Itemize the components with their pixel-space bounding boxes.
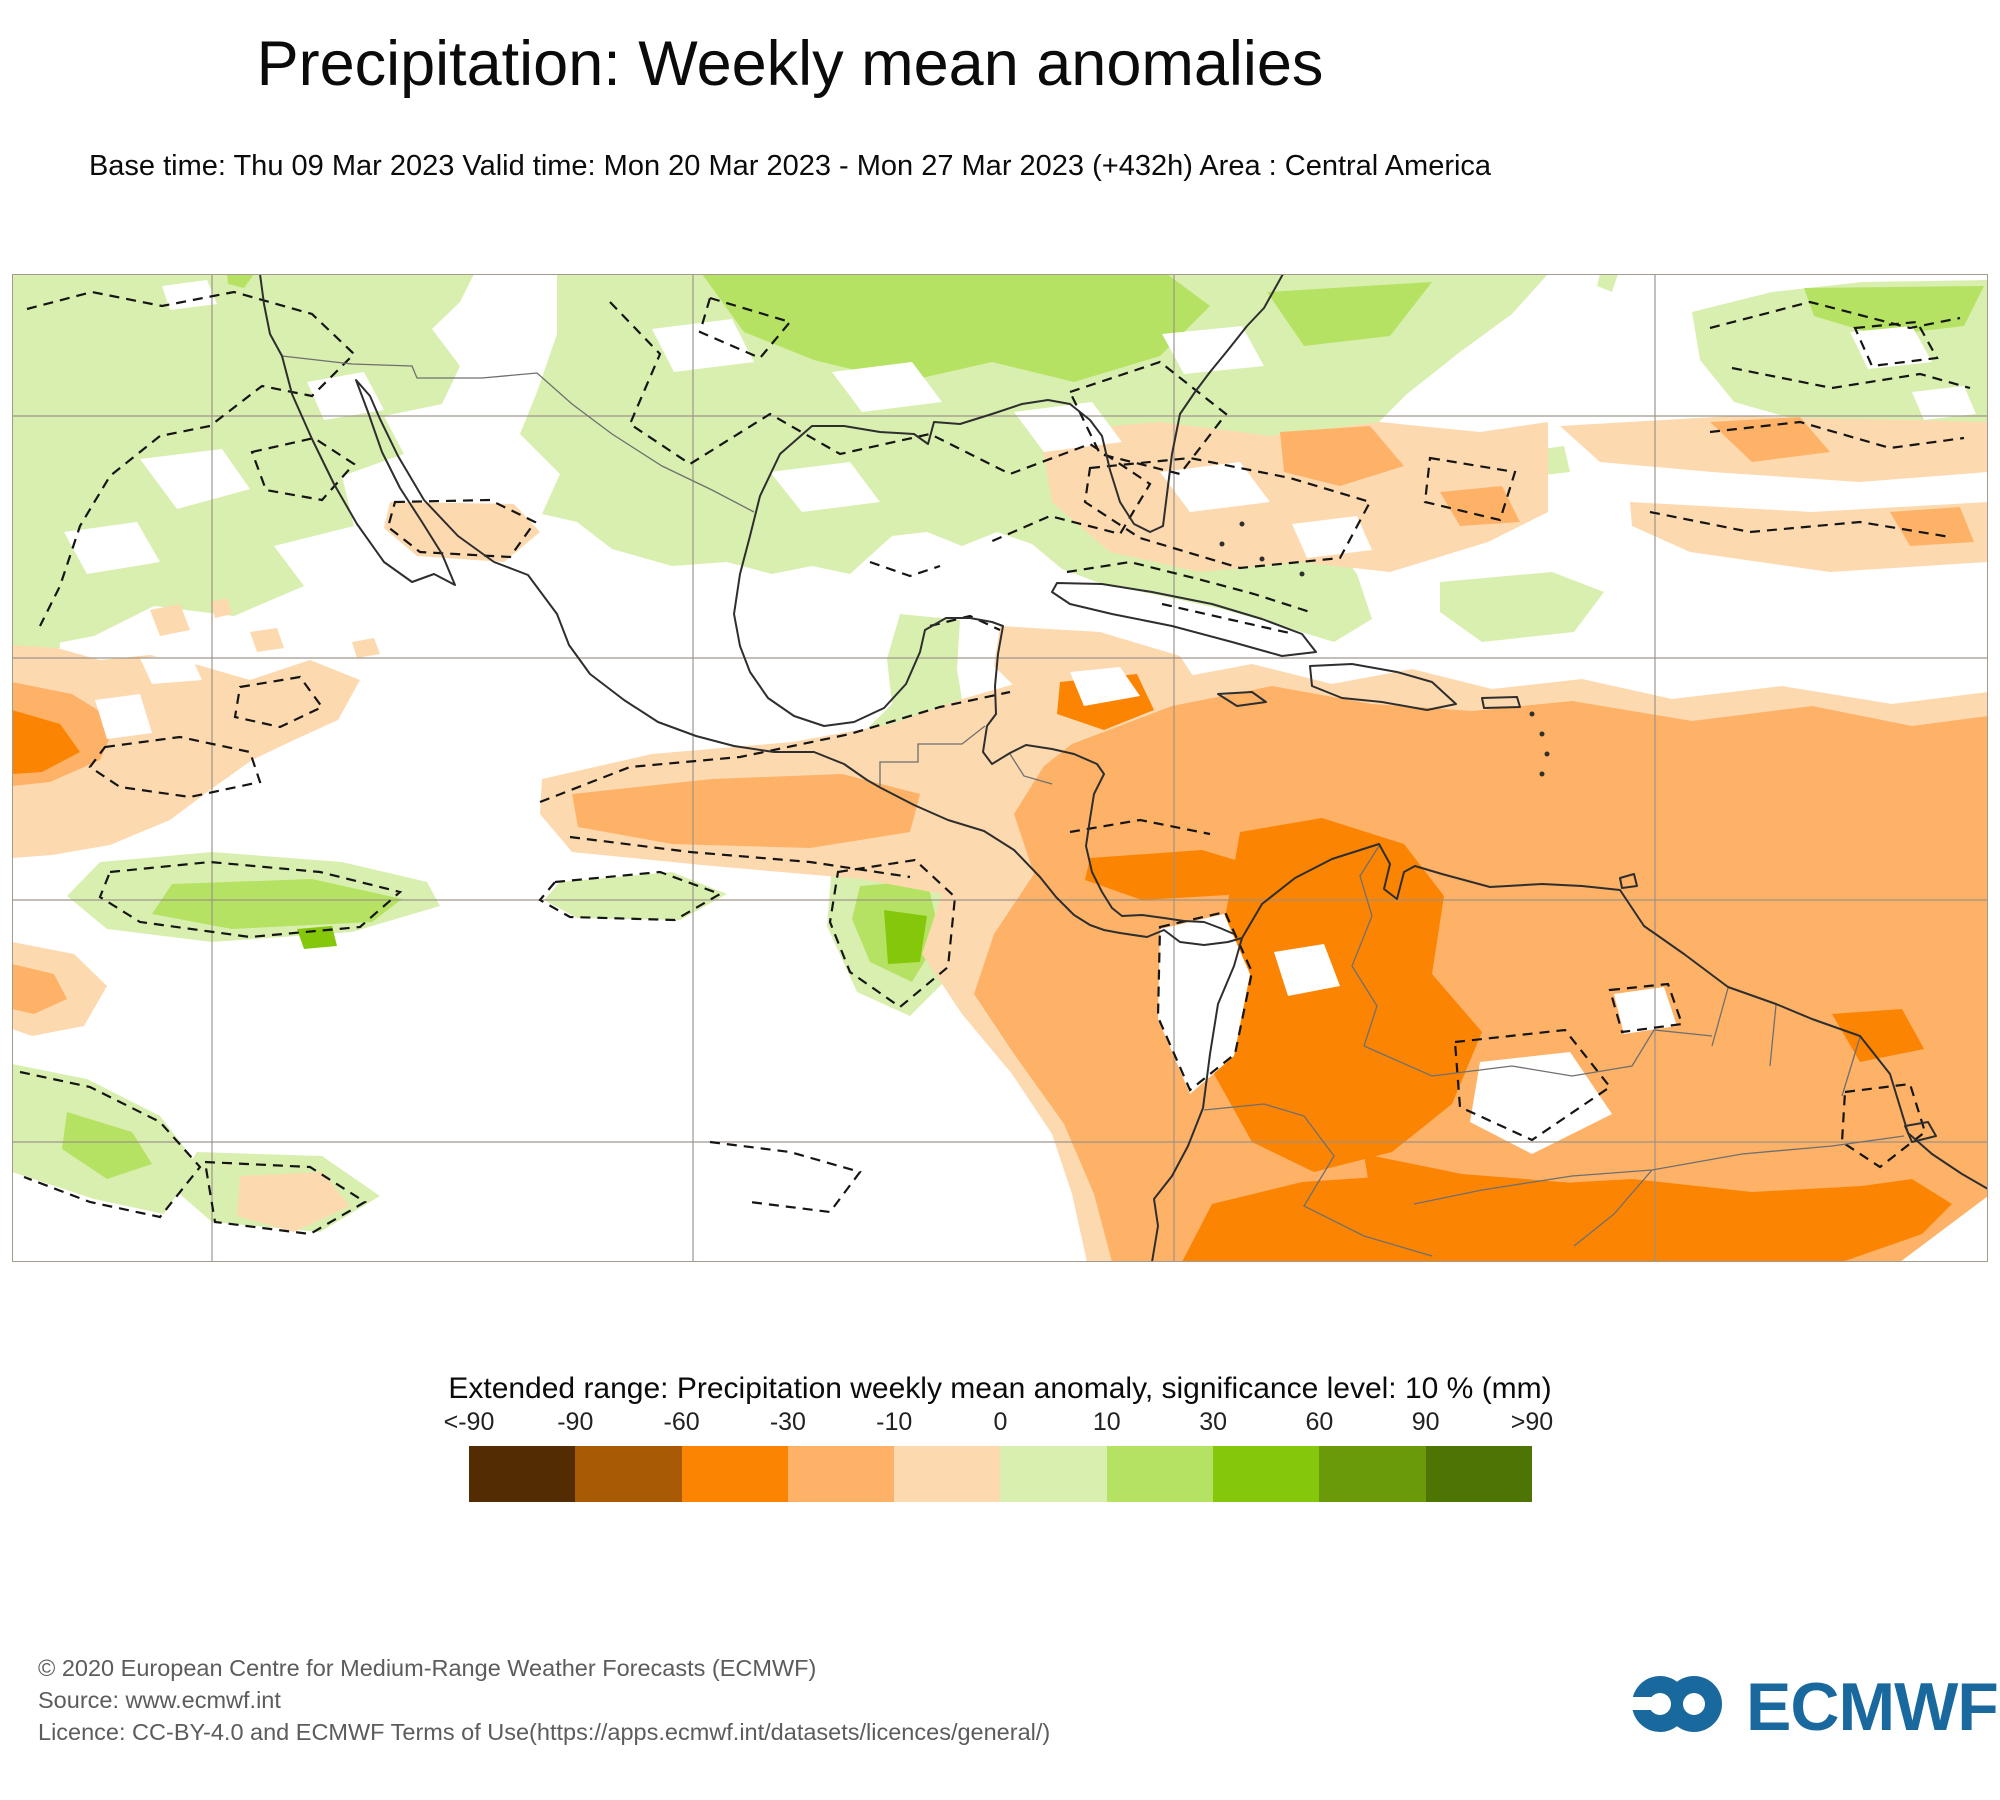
legend-tick: -10 <box>876 1408 913 1436</box>
footer-source: Source: www.ecmwf.int <box>38 1687 281 1713</box>
small-islands <box>1219 521 1550 777</box>
map-frame <box>12 274 1988 1262</box>
legend-swatch <box>787 1446 895 1502</box>
page-title: Precipitation: Weekly mean anomalies <box>256 29 1324 99</box>
legend-tick: 0 <box>993 1408 1008 1436</box>
significance-contours <box>19 290 1971 1236</box>
legend-swatch <box>1213 1446 1320 1502</box>
legend-tick: -60 <box>663 1408 700 1436</box>
legend-swatch <box>681 1446 788 1502</box>
ecmwf-logo-mark <box>1628 1666 1732 1747</box>
legend-tick: >90 <box>1510 1408 1554 1436</box>
coastlines <box>259 273 1989 1263</box>
legend-swatch <box>1319 1446 1426 1502</box>
page-subtitle: Base time: Thu 09 Mar 2023 Valid time: M… <box>88 150 1492 182</box>
anomaly-fill-strong-negative <box>12 674 1952 1262</box>
legend-ticks: <-90 -90 -60 -30 -10 0 10 30 60 90 >90 <box>444 1408 1554 1438</box>
legend-swatch <box>575 1446 682 1502</box>
weather-map-canvas <box>12 273 1989 1263</box>
legend-tick: <-90 <box>443 1408 495 1436</box>
legend-tick: 30 <box>1199 1408 1227 1436</box>
legend-swatch <box>894 1446 1001 1502</box>
ecmwf-logo: ECMWF <box>1628 1666 1999 1747</box>
footer-licence: Licence: CC-BY-4.0 and ECMWF Terms of Us… <box>38 1719 1051 1745</box>
weather-map <box>12 273 1989 1263</box>
country-borders <box>281 355 1905 1257</box>
legend-tick: -30 <box>769 1408 806 1436</box>
legend-tick: 60 <box>1305 1408 1334 1436</box>
legend-tick: 90 <box>1411 1408 1440 1436</box>
anomaly-fill-medium-negative <box>12 417 1988 1262</box>
legend-colorbar <box>469 1446 1532 1502</box>
legend-swatch <box>1000 1446 1107 1502</box>
legend-swatch <box>469 1446 576 1502</box>
legend-title: Extended range: Precipitation weekly mea… <box>448 1372 1552 1405</box>
footer: © 2020 European Centre for Medium-Range … <box>38 1652 1050 1748</box>
legend-tick: 10 <box>1092 1408 1121 1436</box>
footer-copyright: © 2020 European Centre for Medium-Range … <box>38 1655 817 1681</box>
legend-swatch <box>1425 1446 1532 1502</box>
ecmwf-logo-text: ECMWF <box>1746 1668 1999 1745</box>
legend-tick: -90 <box>557 1408 594 1436</box>
legend-swatch <box>1106 1446 1214 1502</box>
graticule <box>12 274 1988 1262</box>
